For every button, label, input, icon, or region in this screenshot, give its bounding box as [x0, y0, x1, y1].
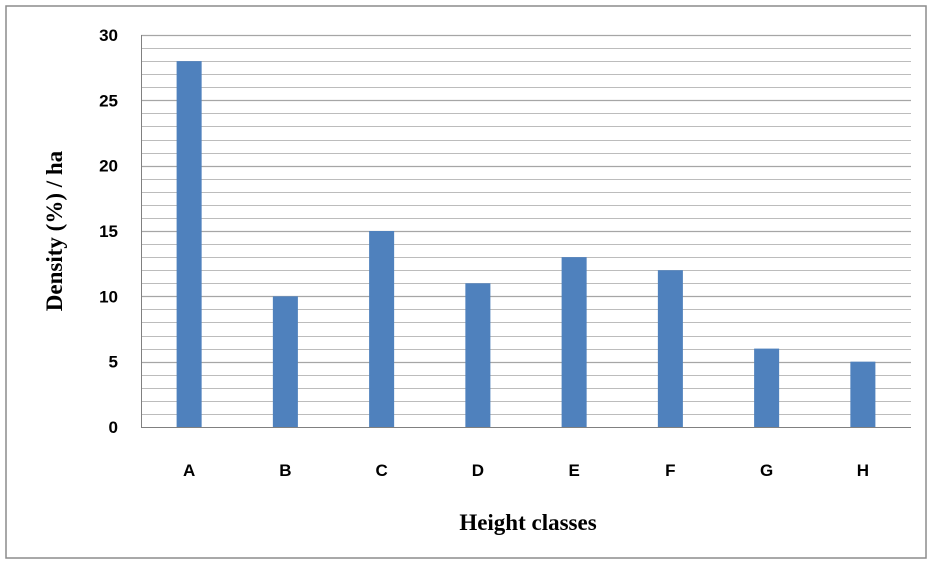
bar-d: [465, 283, 491, 427]
x-tick-label-g: G: [760, 461, 773, 480]
chart-border: [5, 5, 927, 559]
x-tick-label-f: F: [665, 461, 675, 480]
x-tick-label-b: B: [279, 461, 291, 480]
bar-b: [272, 296, 298, 427]
y-tick-label: 20: [99, 157, 118, 176]
y-tick-label: 10: [99, 287, 118, 306]
bar-c: [369, 231, 395, 427]
x-axis-title: Height classes: [459, 510, 596, 535]
y-tick-label: 5: [109, 353, 118, 372]
y-tick-label: 25: [99, 91, 118, 110]
bars: [176, 61, 876, 428]
bar-a: [176, 61, 202, 428]
bar-e: [561, 257, 587, 427]
bar-f: [657, 270, 683, 427]
y-tick-label: 30: [99, 26, 118, 45]
y-tick-label: 15: [99, 222, 118, 241]
x-tick-label-e: E: [568, 461, 579, 480]
gridlines: [141, 34, 911, 415]
x-tick-label-a: A: [183, 461, 195, 480]
x-tick-label-d: D: [472, 461, 484, 480]
y-tick-labels: 0 5 10 15 20 25 30: [99, 26, 118, 437]
x-tick-label-c: C: [375, 461, 387, 480]
bar-g: [754, 348, 780, 427]
x-tick-labels: A B C D E F G H: [183, 461, 869, 480]
x-tick-label-h: H: [857, 461, 869, 480]
y-axis-title: Density (%) / ha: [42, 150, 67, 311]
y-tick-label: 0: [109, 418, 118, 437]
bar-h: [850, 361, 876, 427]
